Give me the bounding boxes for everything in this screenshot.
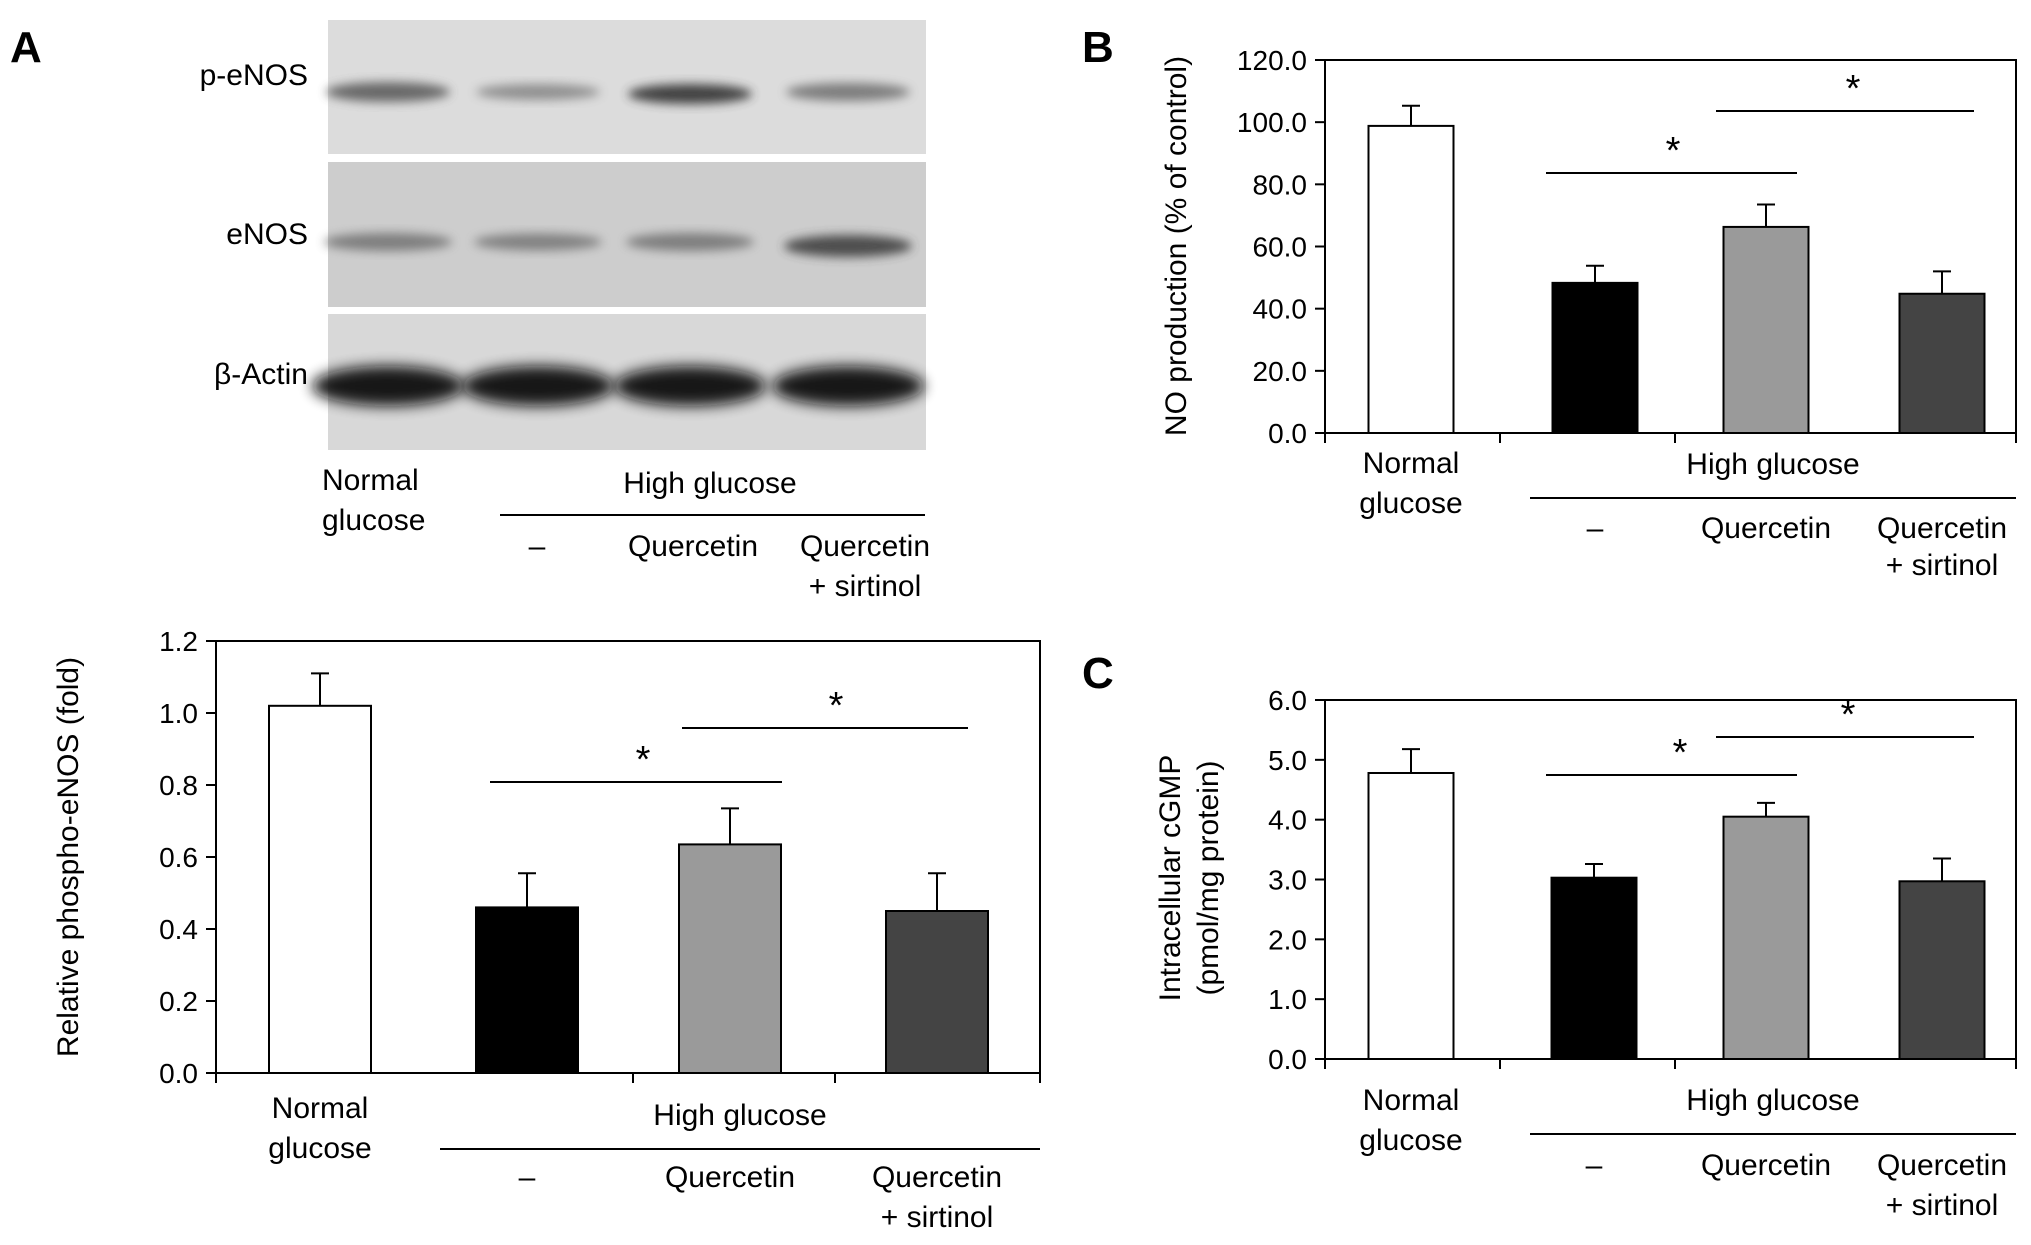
significance-star: * bbox=[829, 685, 844, 727]
x-label-normal-line2: glucose bbox=[1359, 1124, 1462, 1157]
blot-row-label-p-enos: p-eNOS bbox=[200, 59, 308, 92]
bar bbox=[475, 906, 579, 1075]
y-tick-label: 40.0 bbox=[1253, 294, 1308, 325]
blot-row-label-enos: eNOS bbox=[226, 218, 308, 251]
blot-high-glucose-label: High glucose bbox=[623, 467, 796, 500]
panel-letter-b: B bbox=[1082, 23, 1114, 72]
panel-letter-a: A bbox=[10, 23, 42, 72]
x-label-qs-line2: + sirtinol bbox=[1886, 549, 1999, 582]
bar bbox=[1722, 225, 1810, 434]
y-tick-label: 3.0 bbox=[1268, 865, 1307, 896]
y-tick-label: 1.0 bbox=[159, 698, 198, 729]
blot-lane-qs-line2: + sirtinol bbox=[809, 570, 922, 603]
x-label-dash: – bbox=[1586, 1149, 1603, 1182]
y-tick-label: 60.0 bbox=[1253, 232, 1308, 263]
bar bbox=[1722, 815, 1810, 1060]
y-tick-label: 0.0 bbox=[1268, 418, 1307, 449]
x-label-quercetin: Quercetin bbox=[1701, 512, 1831, 545]
chart-c-cgmp: 0.0 1.0 2.0 3.0 4.0 5.0 6.0 * * Intracellular cGM… bbox=[1154, 685, 2017, 1222]
significance-star: * bbox=[1666, 130, 1681, 172]
bar bbox=[678, 843, 782, 1075]
bar bbox=[1551, 281, 1639, 434]
y-tick-label: 0.2 bbox=[159, 986, 198, 1017]
panel-letter-c: C bbox=[1082, 649, 1114, 698]
y-tick-label: 5.0 bbox=[1268, 745, 1307, 776]
y-tick-label: 0.6 bbox=[159, 842, 198, 873]
x-label-qs-line1: Quercetin bbox=[1877, 512, 2007, 545]
y-tick-label: 120.0 bbox=[1237, 45, 1307, 76]
x-label-qs-line2: + sirtinol bbox=[1886, 1189, 1999, 1222]
blot-band-enos bbox=[474, 233, 602, 251]
blot-band-enos bbox=[324, 233, 452, 251]
y-tick-label: 4.0 bbox=[1268, 805, 1307, 836]
y-axis-title: Relative phospho-eNOS (fold) bbox=[52, 657, 85, 1057]
chart-a-phospho-enos: 0.0 0.2 0.4 0.6 0.8 1.0 1.2 * * Relative phospho-… bbox=[52, 626, 1041, 1234]
significance-star: * bbox=[1673, 732, 1688, 774]
blot-band-enos bbox=[626, 233, 754, 251]
x-label-high-glucose: High glucose bbox=[1686, 1084, 1859, 1117]
bar bbox=[268, 704, 372, 1074]
y-tick-label: 1.0 bbox=[1268, 984, 1307, 1015]
y-tick-label: 0.4 bbox=[159, 914, 198, 945]
western-blot: p-eNOS eNOS β-Actin Normal glucose High … bbox=[200, 20, 930, 603]
blot-normal-glucose-line1: Normal bbox=[322, 464, 419, 497]
y-tick-label: 0.0 bbox=[1268, 1044, 1307, 1075]
x-label-qs-line1: Quercetin bbox=[1877, 1149, 2007, 1182]
blot-band-p-enos bbox=[628, 84, 752, 104]
y-tick-label: 100.0 bbox=[1237, 107, 1307, 138]
blot-row-label-actin: β-Actin bbox=[214, 358, 308, 391]
significance-star: * bbox=[1841, 694, 1856, 736]
blot-band-enos bbox=[784, 235, 912, 257]
x-label-dash: – bbox=[519, 1161, 536, 1194]
bar bbox=[1898, 880, 1986, 1060]
blot-band-actin bbox=[614, 366, 766, 406]
x-label-quercetin: Quercetin bbox=[665, 1161, 795, 1194]
x-label-normal-line2: glucose bbox=[268, 1132, 371, 1165]
x-label-normal-line1: Normal bbox=[272, 1092, 369, 1125]
bar bbox=[885, 910, 989, 1074]
x-label-quercetin: Quercetin bbox=[1701, 1149, 1831, 1182]
blot-normal-glucose-line2: glucose bbox=[322, 504, 425, 537]
y-tick-label: 2.0 bbox=[1268, 924, 1307, 955]
x-label-high-glucose: High glucose bbox=[1686, 448, 1859, 481]
x-label-normal-line1: Normal bbox=[1363, 447, 1460, 480]
y-tick-label: 1.2 bbox=[159, 626, 198, 657]
blot-band-p-enos bbox=[326, 82, 450, 102]
x-label-qs-line1: Quercetin bbox=[872, 1161, 1002, 1194]
blot-band-actin bbox=[312, 366, 464, 406]
blot-lane-qs-line1: Quercetin bbox=[800, 530, 930, 563]
blot-lane-quercetin: Quercetin bbox=[628, 530, 758, 563]
bar bbox=[1550, 876, 1638, 1061]
y-tick-label: 6.0 bbox=[1268, 685, 1307, 716]
x-label-normal-line2: glucose bbox=[1359, 487, 1462, 520]
chart-b-no-production: 0.0 20.0 40.0 60.0 80.0 100.0 120.0 * * NO produc… bbox=[1160, 45, 2017, 582]
y-tick-label: 0.0 bbox=[159, 1058, 198, 1089]
bar bbox=[1367, 771, 1455, 1060]
blot-strip-enos bbox=[328, 162, 926, 307]
blot-band-actin bbox=[462, 366, 614, 406]
bar bbox=[1367, 124, 1455, 434]
blot-band-actin bbox=[772, 366, 924, 406]
x-label-qs-line2: + sirtinol bbox=[881, 1201, 994, 1234]
x-label-normal-line1: Normal bbox=[1363, 1084, 1460, 1117]
y-axis-title-line: (pmol/mg protein) bbox=[1192, 760, 1225, 995]
blot-band-p-enos bbox=[476, 84, 600, 100]
x-label-high-glucose: High glucose bbox=[653, 1099, 826, 1132]
y-tick-label: 80.0 bbox=[1253, 169, 1308, 200]
y-tick-label: 20.0 bbox=[1253, 356, 1308, 387]
significance-star: * bbox=[1846, 68, 1861, 110]
y-tick-label: 0.8 bbox=[159, 770, 198, 801]
x-label-dash: – bbox=[1587, 512, 1604, 545]
blot-lane-dash: – bbox=[529, 530, 546, 563]
y-axis-title-line: Intracellular cGMP bbox=[1154, 755, 1187, 1002]
blot-band-p-enos bbox=[786, 83, 910, 101]
significance-star: * bbox=[636, 739, 651, 781]
bar bbox=[1898, 292, 1986, 434]
y-axis-title: NO production (% of control) bbox=[1160, 56, 1193, 436]
